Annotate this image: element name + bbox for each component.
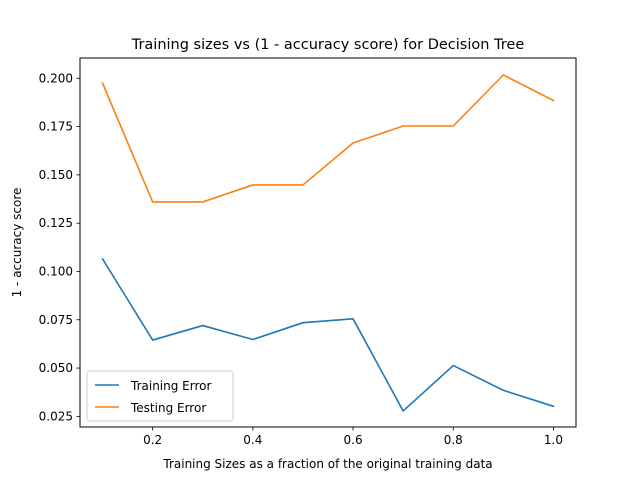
x-tick-label: 0.4 xyxy=(243,433,262,447)
chart-title: Training sizes vs (1 - accuracy score) f… xyxy=(131,37,525,53)
y-tick-label: 0.050 xyxy=(39,361,73,375)
plot-frame xyxy=(79,57,577,428)
x-tick-label: 0.2 xyxy=(143,433,162,447)
x-axis-label: Training Sizes as a fraction of the orig… xyxy=(162,457,492,471)
y-axis-label: 1 - accuracy score xyxy=(10,188,24,298)
y-tick-label: 0.075 xyxy=(39,313,73,327)
legend: Training Error Testing Error xyxy=(86,370,234,422)
x-tick-label: 0.6 xyxy=(344,433,363,447)
y-tick-label: 0.100 xyxy=(39,264,73,278)
legend-box xyxy=(86,370,234,422)
legend-label-testing-error: Testing Error xyxy=(130,401,206,415)
axes-group: 0.2 0.4 0.6 0.8 1.0 0.025 0.050 0.075 0.100 0.125… xyxy=(39,71,563,447)
series-line-testing-error xyxy=(101,74,555,203)
y-tick-label: 0.125 xyxy=(39,216,73,230)
series-group xyxy=(101,74,555,412)
y-tick-label: 0.175 xyxy=(39,120,73,134)
series-line-training-error xyxy=(101,257,555,412)
y-tick-label: 0.150 xyxy=(39,168,73,182)
x-tick-label: 1.0 xyxy=(544,433,563,447)
y-tick-label: 0.025 xyxy=(39,409,73,423)
x-tick-label: 0.8 xyxy=(444,433,463,447)
y-tick-label: 0.200 xyxy=(39,71,73,85)
legend-label-training-error: Training Error xyxy=(130,379,211,393)
